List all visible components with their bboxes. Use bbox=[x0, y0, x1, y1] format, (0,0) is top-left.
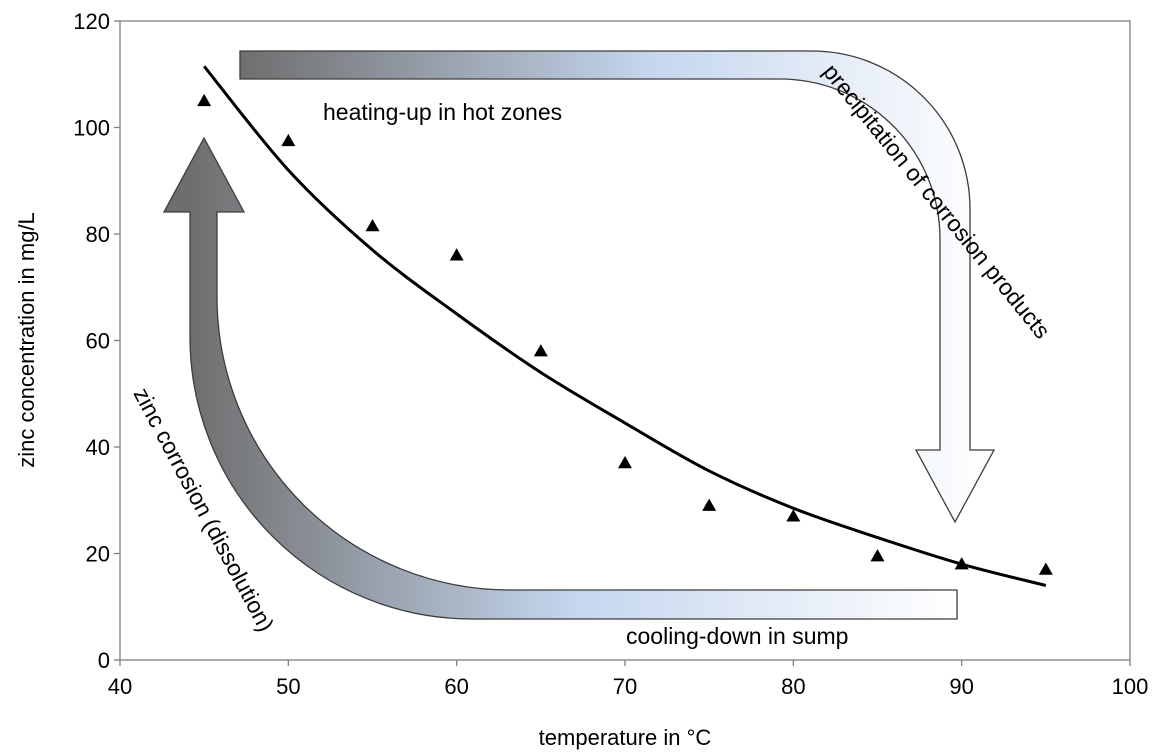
trendline-layer bbox=[203, 65, 1047, 587]
x-tick-label: 100 bbox=[1112, 674, 1149, 699]
x-tick-label: 70 bbox=[613, 674, 637, 699]
data-point bbox=[1038, 562, 1053, 575]
x-axis-title: temperature in °C bbox=[539, 725, 712, 750]
y-tick-label: 40 bbox=[86, 435, 110, 460]
y-tick-label: 100 bbox=[73, 116, 110, 141]
y-tick-label: 60 bbox=[86, 329, 110, 354]
data-point bbox=[954, 557, 969, 570]
y-axis-title: zinc concentration in mg/L bbox=[14, 212, 39, 468]
data-point bbox=[449, 248, 464, 261]
data-point bbox=[365, 219, 380, 232]
x-tick-label: 50 bbox=[276, 674, 300, 699]
axis-tick-layer: 40 50 60 70 80 90 100 0 20 40 60 80 100 120 bbox=[73, 9, 1148, 699]
cooling-corrosion-arrow bbox=[162, 136, 958, 620]
x-tick-label: 90 bbox=[949, 674, 973, 699]
annotation-precipitation: precipitation of corrosion products bbox=[818, 59, 1055, 344]
x-tick-label: 60 bbox=[444, 674, 468, 699]
data-point-layer bbox=[197, 93, 1053, 575]
annotation-heating: heating-up in hot zones bbox=[323, 99, 562, 125]
data-point bbox=[197, 93, 212, 107]
data-point bbox=[702, 498, 717, 511]
trendline-curve bbox=[203, 65, 1047, 587]
heating-precipitation-arrow bbox=[239, 50, 996, 524]
data-point bbox=[786, 509, 801, 522]
plot-area bbox=[119, 20, 1131, 661]
annotation-cooling: cooling-down in sump bbox=[626, 623, 848, 649]
y-tick-label: 80 bbox=[86, 222, 110, 247]
x-tick-label: 40 bbox=[108, 674, 132, 699]
x-tick-label: 80 bbox=[781, 674, 805, 699]
y-tick-label: 0 bbox=[98, 648, 110, 673]
data-point bbox=[870, 549, 885, 562]
y-tick-label: 20 bbox=[86, 542, 110, 567]
y-tick-label: 120 bbox=[73, 9, 110, 34]
data-point bbox=[281, 133, 296, 147]
data-point bbox=[533, 344, 548, 357]
data-point bbox=[618, 455, 632, 469]
